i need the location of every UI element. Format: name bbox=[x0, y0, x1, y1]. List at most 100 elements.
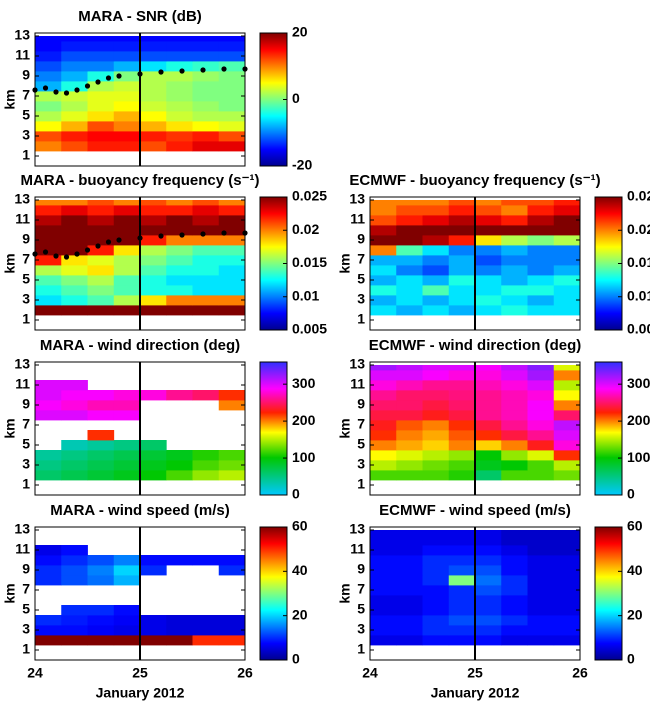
heat-cell bbox=[218, 235, 246, 246]
panel-title: ECMWF - buoyancy frequency (s⁻¹) bbox=[349, 172, 600, 189]
heat-cell bbox=[218, 200, 246, 206]
y-tick-label: 13 bbox=[349, 356, 365, 372]
colorbar-tick-label: 60 bbox=[627, 518, 643, 534]
heat-cell bbox=[396, 235, 423, 246]
heat-cell bbox=[140, 41, 167, 52]
heat-cell bbox=[35, 41, 62, 52]
colorbar-tick-label: 0.005 bbox=[627, 321, 650, 337]
heat-cell bbox=[87, 615, 115, 626]
heat-cell bbox=[61, 440, 88, 451]
heat-cell bbox=[553, 450, 581, 461]
heat-cell bbox=[553, 555, 581, 566]
heat-cell bbox=[218, 400, 246, 411]
heat-cell bbox=[422, 245, 450, 256]
heat-cell bbox=[218, 615, 246, 626]
heat-cell bbox=[35, 255, 62, 266]
heat-cell bbox=[192, 450, 220, 461]
heat-cell bbox=[501, 595, 528, 606]
heat-cell bbox=[370, 275, 397, 286]
y-axis-label: km bbox=[2, 89, 18, 109]
heat-cell bbox=[370, 265, 397, 276]
heat-cell bbox=[218, 121, 246, 132]
heat-cell bbox=[166, 235, 193, 246]
heat-cell bbox=[192, 625, 220, 636]
y-tick-label: 1 bbox=[22, 641, 30, 657]
heat-cell bbox=[35, 555, 62, 566]
heat-cell bbox=[61, 91, 88, 102]
heat-cell bbox=[422, 285, 450, 296]
heat-cell bbox=[501, 400, 528, 411]
colorbar-tick-label: 0.015 bbox=[292, 254, 327, 270]
heat-cell bbox=[475, 545, 502, 556]
heat-cell bbox=[370, 530, 397, 536]
heat-cell bbox=[448, 370, 476, 381]
heat-cell bbox=[166, 295, 193, 306]
heat-cell bbox=[35, 265, 62, 276]
heat-cell bbox=[396, 305, 423, 316]
heat-cell bbox=[475, 255, 502, 266]
x-tick-label: 25 bbox=[132, 665, 148, 681]
y-tick-label: 7 bbox=[357, 251, 365, 267]
heat-cell bbox=[192, 275, 220, 286]
heat-cell bbox=[192, 101, 220, 112]
colorbar-tick-label: 300 bbox=[292, 375, 316, 391]
heat-cell bbox=[422, 265, 450, 276]
heat-cell bbox=[396, 575, 423, 586]
y-axis-label: km bbox=[2, 583, 18, 603]
heat-cell bbox=[61, 205, 88, 216]
heat-cell bbox=[553, 595, 581, 606]
heat-cell bbox=[113, 460, 141, 471]
colorbar-tick-label: 40 bbox=[292, 562, 308, 578]
heat-cell bbox=[553, 625, 581, 636]
heat-cell bbox=[35, 615, 62, 626]
y-tick-label: 9 bbox=[357, 396, 365, 412]
heat-cell bbox=[370, 365, 397, 371]
heat-cell bbox=[422, 420, 450, 431]
y-tick-label: 1 bbox=[357, 476, 365, 492]
heat-cell bbox=[501, 450, 528, 461]
heat-cell bbox=[501, 555, 528, 566]
heat-cell bbox=[113, 565, 141, 576]
heat-cell bbox=[166, 131, 193, 142]
heat-cell bbox=[166, 305, 193, 316]
y-tick-label: 7 bbox=[22, 581, 30, 597]
heat-cell bbox=[87, 460, 115, 471]
plot-frame bbox=[369, 361, 581, 496]
heat-cell bbox=[501, 285, 528, 296]
y-tick-label: 5 bbox=[22, 601, 30, 617]
heat-cell bbox=[553, 245, 581, 256]
heat-cell bbox=[553, 235, 581, 246]
heat-cell bbox=[218, 555, 246, 566]
heat-cell bbox=[218, 71, 246, 82]
heat-cell bbox=[113, 121, 141, 132]
heat-cell bbox=[396, 205, 423, 216]
heat-cell bbox=[35, 245, 62, 256]
colorbar-tick-label: 0.005 bbox=[292, 321, 327, 337]
heat-cell bbox=[527, 430, 555, 441]
heat-cell bbox=[370, 460, 397, 471]
heat-cell bbox=[422, 470, 450, 481]
heat-cell bbox=[140, 470, 167, 481]
colorbar-tick-label: 20 bbox=[292, 606, 308, 622]
heat-cell bbox=[370, 390, 397, 401]
heat-cell bbox=[501, 565, 528, 576]
y-tick-label: 13 bbox=[14, 521, 30, 537]
heat-cell bbox=[553, 535, 581, 546]
heat-cell bbox=[501, 470, 528, 481]
y-axis-label: km bbox=[337, 253, 353, 273]
heat-cell bbox=[61, 275, 88, 286]
heat-cell bbox=[140, 91, 167, 102]
heat-cell bbox=[140, 141, 167, 152]
heat-cell bbox=[87, 450, 115, 461]
heat-cell bbox=[396, 420, 423, 431]
colorbar-tick-label: -20 bbox=[292, 157, 312, 173]
heat-cell bbox=[61, 121, 88, 132]
heat-cell bbox=[192, 91, 220, 102]
tropopause-dot bbox=[42, 249, 49, 255]
heat-cell bbox=[370, 585, 397, 596]
heat-cell bbox=[61, 400, 88, 411]
y-tick-label: 13 bbox=[14, 356, 30, 372]
heat-cell bbox=[192, 255, 220, 266]
